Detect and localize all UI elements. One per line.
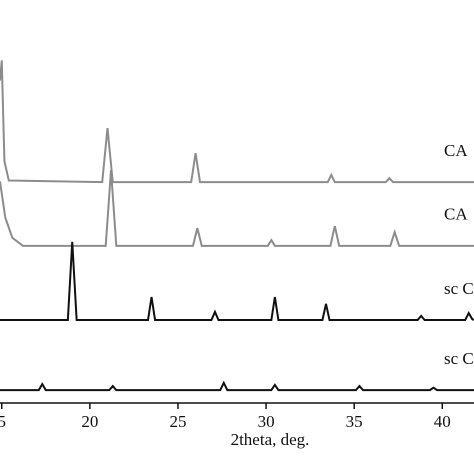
x-tick-label: 35 (346, 412, 363, 431)
series-line (0, 380, 474, 392)
series-label: sc C (444, 279, 474, 298)
series-line (0, 60, 474, 184)
series-label: CA (444, 205, 468, 224)
series-line (0, 170, 474, 247)
series-label: sc C (444, 349, 474, 368)
x-tick-label: 20 (81, 412, 98, 431)
x-tick-label: 40 (434, 412, 451, 431)
x-tick-label: 25 (169, 412, 186, 431)
series-label: CA (444, 141, 468, 160)
x-axis-label: 2theta, deg. (231, 430, 310, 449)
series-line (0, 241, 474, 321)
x-tick-label: 5 (0, 412, 6, 431)
x-tick-label: 30 (258, 412, 275, 431)
